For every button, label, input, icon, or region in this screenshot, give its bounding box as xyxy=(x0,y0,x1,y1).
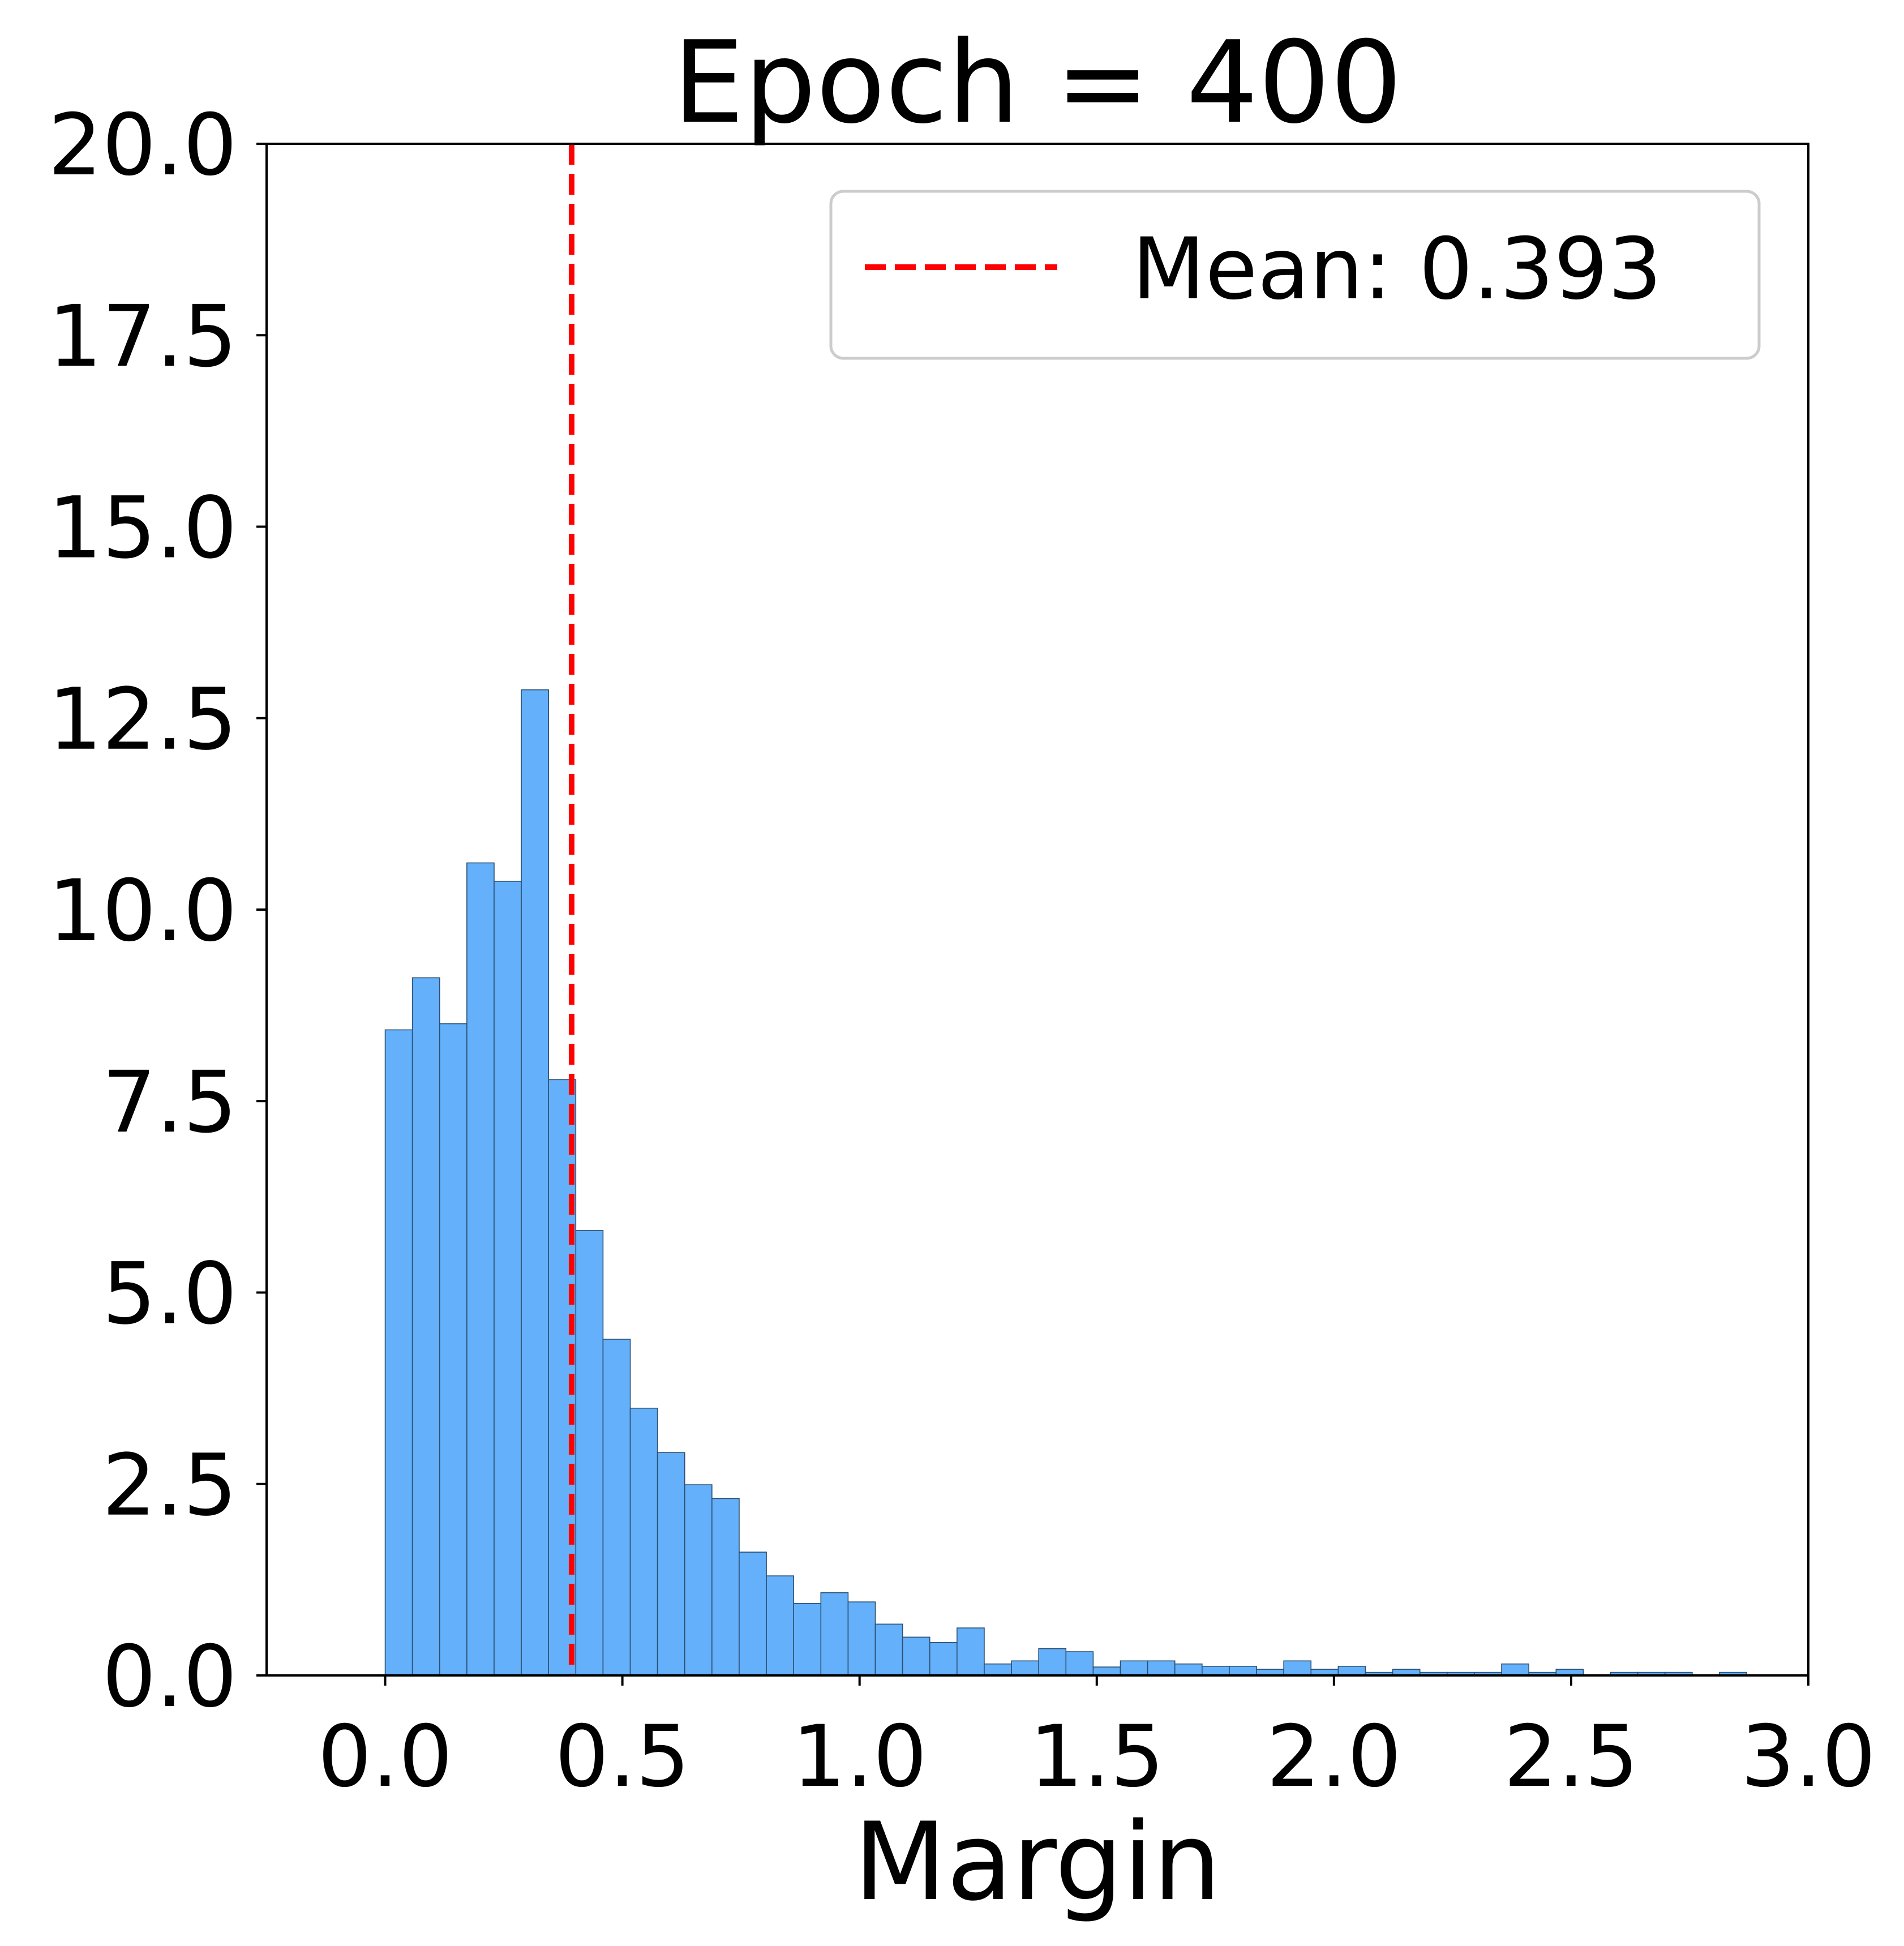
chart-title: Epoch = 400 xyxy=(673,17,1403,149)
histogram-bar-1 xyxy=(411,977,440,1676)
histogram-bar-22 xyxy=(984,1663,1012,1676)
y-tick-label-4: 10.0 xyxy=(48,862,237,961)
histogram-bar-16 xyxy=(820,1592,849,1676)
histogram-bar-31 xyxy=(1229,1665,1257,1676)
histogram-bar-3 xyxy=(466,862,495,1676)
histogram-bar-14 xyxy=(766,1575,794,1676)
histogram-bar-15 xyxy=(793,1603,822,1676)
y-tick-label-2: 5.0 xyxy=(102,1245,237,1344)
histogram-bar-17 xyxy=(847,1601,876,1676)
legend-mean-label: Mean: 0.393 xyxy=(1132,220,1662,319)
histogram-bar-18 xyxy=(874,1623,903,1676)
histogram-bar-13 xyxy=(739,1551,767,1676)
y-tick-label-0: 0.0 xyxy=(102,1628,237,1726)
x-tick-label-4: 2.0 xyxy=(1267,1708,1402,1806)
y-tick-label-7: 17.5 xyxy=(48,288,237,386)
y-tick-label-1: 2.5 xyxy=(102,1437,237,1535)
histogram-bar-20 xyxy=(929,1642,958,1676)
histogram-bar-2 xyxy=(439,1023,468,1676)
y-tick-label-8: 20.0 xyxy=(48,96,237,195)
histogram-bar-9 xyxy=(629,1408,658,1676)
y-axis-ticks: 0.0 2.5 5.0 7.5 10.0 12.5 15.0 17.5 20.0 xyxy=(48,96,267,1726)
x-tick-label-6: 3.0 xyxy=(1741,1708,1876,1806)
y-tick-label-3: 7.5 xyxy=(102,1053,237,1152)
y-tick-label-5: 12.5 xyxy=(48,671,237,769)
x-tick-label-0: 0.0 xyxy=(318,1708,453,1806)
histogram-bar-8 xyxy=(602,1339,631,1676)
histogram-bar-10 xyxy=(657,1452,685,1676)
histogram-bar-0 xyxy=(384,1029,413,1676)
histogram-bars xyxy=(384,689,1747,1676)
histogram-bar-25 xyxy=(1065,1651,1094,1676)
histogram-bar-30 xyxy=(1202,1665,1230,1676)
y-tick-label-6: 15.0 xyxy=(48,479,237,578)
x-tick-label-2: 1.0 xyxy=(792,1708,927,1806)
x-axis-label: Margin xyxy=(854,1799,1221,1924)
x-tick-label-1: 0.5 xyxy=(555,1708,690,1806)
histogram-bar-19 xyxy=(902,1636,930,1676)
x-tick-label-3: 1.5 xyxy=(1029,1708,1164,1806)
histogram-bar-24 xyxy=(1038,1648,1067,1676)
histogram-bar-12 xyxy=(711,1498,740,1676)
histogram-bar-26 xyxy=(1092,1666,1121,1676)
legend-box xyxy=(829,190,1761,360)
histogram-bar-33 xyxy=(1283,1660,1312,1676)
histogram-bar-29 xyxy=(1174,1663,1203,1676)
histogram-bar-35 xyxy=(1337,1665,1366,1676)
histogram-bar-7 xyxy=(575,1230,604,1676)
histogram-bar-23 xyxy=(1011,1660,1039,1676)
x-axis-ticks: 0.0 0.5 1.0 1.5 2.0 2.5 3.0 xyxy=(318,1675,1876,1806)
histogram-bar-11 xyxy=(684,1484,713,1676)
histogram-bar-4 xyxy=(494,881,522,1676)
histogram-bar-21 xyxy=(957,1627,985,1676)
histogram-bar-5 xyxy=(521,689,549,1676)
legend: Mean: 0.393 xyxy=(829,190,1761,360)
histogram-bar-41 xyxy=(1501,1663,1529,1676)
histogram-bar-27 xyxy=(1120,1660,1148,1676)
histogram-bar-28 xyxy=(1147,1660,1176,1676)
x-tick-label-5: 2.5 xyxy=(1504,1708,1639,1806)
